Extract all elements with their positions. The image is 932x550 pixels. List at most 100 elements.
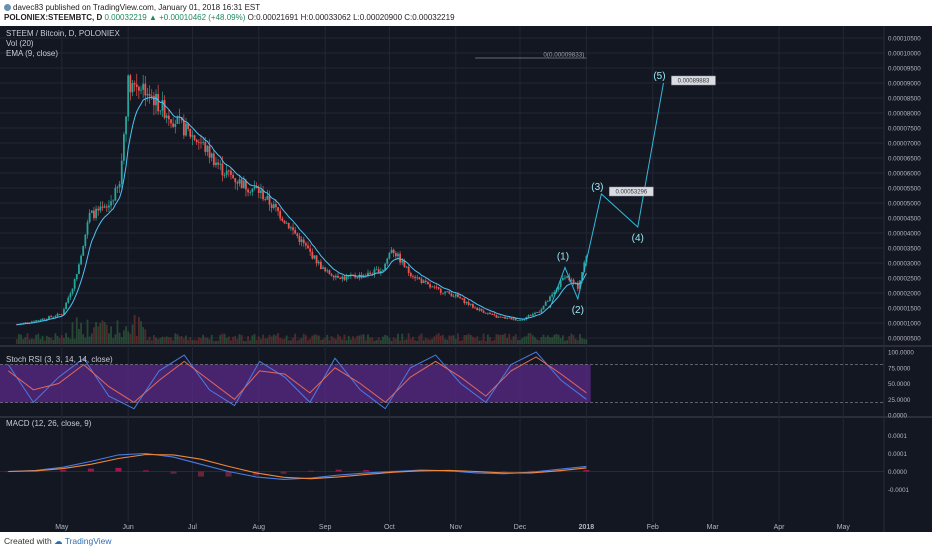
chart-area[interactable]: May Jun Jul Aug Sep Oct Nov Dec 2018 Feb Mar Apr May… xyxy=(0,26,932,532)
candle-body xyxy=(264,199,267,201)
candle-body xyxy=(108,205,110,208)
candle-body xyxy=(279,211,282,219)
candle-body xyxy=(133,83,136,85)
x-tick-label: Jul xyxy=(188,524,197,531)
volume-bar xyxy=(525,336,528,344)
volume-bar xyxy=(557,334,560,344)
main-pane-title: STEEM / Bitcoin, D, POLONIEX xyxy=(6,29,120,38)
volume-bar xyxy=(185,335,187,344)
macd-histogram-bar xyxy=(197,471,204,477)
y-tick-label: 0.00009500 xyxy=(888,66,921,73)
volume-bar xyxy=(15,339,18,344)
candle-body xyxy=(506,317,509,319)
candle-body xyxy=(429,284,431,288)
volume-bar xyxy=(452,335,455,344)
volume-bar xyxy=(510,339,513,344)
volume-bar xyxy=(200,338,202,344)
volume-bar xyxy=(309,338,312,344)
candle-body xyxy=(227,170,230,172)
volume-bar xyxy=(519,340,521,344)
candle-body xyxy=(540,309,543,313)
volume-bar xyxy=(379,340,382,344)
candle-body xyxy=(84,234,87,247)
volume-bar xyxy=(345,340,348,344)
macd-histogram-bar xyxy=(528,470,535,472)
volume-bar xyxy=(341,339,344,344)
volume-bar xyxy=(150,340,153,344)
volume-bar xyxy=(369,337,372,344)
volume-bar xyxy=(472,336,474,344)
volume-bar xyxy=(127,331,130,344)
volume-bar xyxy=(497,334,500,344)
volume-bar xyxy=(264,338,267,344)
volume-bar xyxy=(450,335,453,344)
candle-body xyxy=(521,319,524,321)
candle-body xyxy=(30,321,33,323)
volume-bar xyxy=(493,339,496,344)
y-tick-label: 0.00003000 xyxy=(888,261,921,268)
volume-bar xyxy=(401,333,404,344)
candle-body xyxy=(534,312,536,315)
volume-bar xyxy=(212,340,215,344)
candle-body xyxy=(394,253,397,257)
candle-body xyxy=(195,139,198,142)
low-value: L:0.00020900 xyxy=(353,13,403,22)
volume-bar xyxy=(82,334,85,344)
candle-body xyxy=(240,179,243,189)
volume-bar xyxy=(251,335,254,344)
volume-bar xyxy=(24,337,27,344)
volume-bar xyxy=(123,330,125,344)
volume-bar xyxy=(311,335,314,344)
candle-body xyxy=(339,277,342,279)
volume-bar xyxy=(225,337,228,344)
volume-bar xyxy=(397,333,399,344)
volume-bar xyxy=(75,317,78,344)
volume-bar xyxy=(193,339,196,344)
volume-bar xyxy=(242,340,245,344)
y-tick-label: 0.00003500 xyxy=(888,246,921,253)
volume-bar xyxy=(90,333,93,344)
volume-bar xyxy=(58,338,61,344)
candle-body xyxy=(486,312,489,314)
candle-body xyxy=(478,308,481,311)
candle-body xyxy=(343,276,346,280)
candle-body xyxy=(322,267,324,269)
volume-bar xyxy=(527,333,530,344)
candle-body xyxy=(161,100,164,111)
volume-bar xyxy=(144,329,147,344)
candle-body xyxy=(24,322,27,324)
tradingview-logo[interactable]: ☁ TradingView xyxy=(54,536,112,546)
volume-bar xyxy=(142,327,145,344)
volume-bar xyxy=(108,333,110,344)
x-tick-label: May xyxy=(837,524,851,531)
candle-body xyxy=(202,142,205,144)
volume-bar xyxy=(326,334,329,344)
volume-bar xyxy=(572,335,575,344)
candle-body xyxy=(373,269,376,275)
volume-bar xyxy=(290,340,292,344)
candle-body xyxy=(90,210,93,213)
candle-body xyxy=(514,318,517,321)
candle-body xyxy=(328,270,331,275)
volume-bar xyxy=(328,340,331,344)
volume-bar xyxy=(114,334,117,344)
volume-bar xyxy=(467,333,470,344)
candle-body xyxy=(114,187,117,201)
candle-body xyxy=(105,206,108,208)
stoch-y-tick-label: 75.0000 xyxy=(888,365,911,372)
volume-bar xyxy=(478,340,481,344)
volume-bar xyxy=(433,336,436,344)
candle-body xyxy=(334,275,337,278)
chart-canvas[interactable]: May Jun Jul Aug Sep Oct Nov Dec 2018 Feb Mar Apr May… xyxy=(0,26,932,532)
volume-bar xyxy=(499,334,502,344)
volume-bar xyxy=(112,338,115,344)
volume-bar xyxy=(272,334,275,344)
candle-body xyxy=(510,317,513,320)
target-label: 0.00053296 xyxy=(616,190,648,196)
candle-body xyxy=(206,145,209,152)
candle-body xyxy=(22,322,25,324)
volume-bar xyxy=(442,334,444,344)
volume-bar xyxy=(461,340,464,344)
candle-body xyxy=(311,251,314,259)
volume-bar xyxy=(270,336,273,344)
